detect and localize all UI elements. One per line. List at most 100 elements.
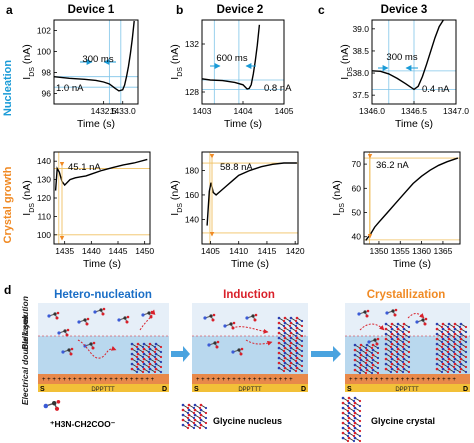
legend-crystal-label: Glycine crystal bbox=[371, 416, 435, 426]
glycine-molecule bbox=[61, 347, 74, 356]
glycine-molecule bbox=[43, 399, 61, 411]
y-axis-label: IDS (nA) bbox=[331, 180, 346, 215]
source-label-1: S bbox=[40, 386, 45, 393]
panel-label-a: a bbox=[6, 3, 13, 17]
device-1-title: Device 1 bbox=[68, 4, 115, 16]
series-line bbox=[365, 157, 459, 241]
x-tick-label: 1346.5 bbox=[401, 106, 427, 116]
y-tick-label: 102 bbox=[37, 26, 51, 36]
y-tick-label: 100 bbox=[37, 47, 51, 57]
glycine-crystal-block bbox=[435, 322, 468, 374]
side-label-edl: Electrical double layer bbox=[20, 314, 30, 405]
trajectory-6 bbox=[407, 313, 425, 319]
glycine-molecule bbox=[367, 337, 380, 346]
stage-arrow-2 bbox=[311, 346, 341, 362]
legend-crystal-icon bbox=[341, 396, 362, 443]
panel-label-d: d bbox=[4, 283, 11, 297]
y-tick-label: 37.5 bbox=[352, 90, 369, 100]
y-tick-label: 130 bbox=[37, 175, 51, 185]
x-axis-label: Time (s) bbox=[83, 258, 121, 270]
trajectory-3 bbox=[231, 326, 269, 334]
stage-induction: Induction bbox=[223, 289, 275, 301]
glycine-molecule bbox=[47, 311, 60, 320]
annotation-label: 0.8 nA bbox=[264, 83, 292, 94]
glycine-crystal-block bbox=[341, 396, 362, 443]
y-tick-label: 39.0 bbox=[352, 24, 369, 34]
y-tick-label: 60 bbox=[352, 183, 362, 193]
x-tick-label: 1346.0 bbox=[359, 106, 385, 116]
trajectory-5 bbox=[359, 323, 385, 331]
x-tick-label: 1365 bbox=[433, 246, 452, 256]
glycine-crystal-block bbox=[384, 322, 411, 374]
glycine-molecule bbox=[203, 313, 216, 322]
legend-nucleus-icon bbox=[181, 403, 208, 430]
chart-device-2-nucleation: 1403 1404 1405 128 132 Time (s) IDS (nA) 600 ms… bbox=[169, 19, 294, 130]
chart-device-2-growth: 1405 1410 1415 1420 140 160 180 Time (s) IDS (nA… bbox=[169, 151, 305, 270]
x-axis-label: Time (s) bbox=[77, 118, 115, 130]
y-tick-label: 70 bbox=[352, 159, 362, 169]
x-axis-label: Time (s) bbox=[224, 118, 262, 130]
plot-frame bbox=[201, 151, 299, 245]
chart-device-1-growth: 1435 1440 1445 1450 100 110 120 130 140 Time (s) I… bbox=[21, 151, 154, 270]
glycine-crystal-block bbox=[353, 343, 380, 375]
glycine-molecule bbox=[357, 309, 370, 318]
annotation-label: 300 ms bbox=[386, 52, 417, 63]
x-tick-label: 1420 bbox=[286, 246, 305, 256]
legend-molecule-icon bbox=[43, 399, 61, 411]
glycine-crystal-block bbox=[130, 342, 163, 374]
schematic: Hetero-nucleation Induction Crystallizat… bbox=[20, 289, 470, 443]
substrate-label-3: DPPTTT bbox=[395, 387, 419, 393]
x-tick-label: 1355 bbox=[391, 246, 410, 256]
glycine-molecules bbox=[47, 307, 428, 356]
glycine-molecule bbox=[223, 321, 236, 330]
chart-device-3-growth: 1350 1355 1360 1365 40 50 60 70 Time (s) IDS (nA)… bbox=[331, 151, 461, 270]
glycine-molecule bbox=[57, 328, 70, 337]
glycine-crystal-block bbox=[181, 403, 208, 430]
legend-nucleus-label: Glycine nucleus bbox=[213, 416, 282, 426]
svg-text:+ + + + + + + + + + + + + + +: + + + + + + + + + + + + + + + + + + + + … bbox=[42, 377, 155, 383]
glycine-molecule bbox=[245, 313, 258, 322]
device-3-title: Device 3 bbox=[381, 4, 428, 16]
annotation-label: 600 ms bbox=[216, 53, 247, 64]
glycine-molecule bbox=[415, 317, 428, 326]
source-label-2: S bbox=[194, 386, 199, 393]
y-axis-label: IDS (nA) bbox=[339, 44, 354, 79]
y-tick-label: 128 bbox=[185, 87, 199, 97]
y-axis-label: IDS (nA) bbox=[21, 180, 36, 215]
x-tick-label: 1440 bbox=[82, 246, 101, 256]
source-label-3: S bbox=[347, 386, 352, 393]
row-label-crystal-growth: Crystal growth bbox=[2, 166, 14, 243]
drain-label-2: D bbox=[301, 386, 306, 393]
x-tick-label: 1403 bbox=[193, 106, 212, 116]
x-axis-label: Time (s) bbox=[395, 118, 433, 130]
x-tick-label: 1347.0 bbox=[443, 106, 469, 116]
annotation-label: 58.8 nA bbox=[220, 162, 253, 173]
y-tick-label: 40 bbox=[352, 232, 362, 242]
substrate-label-1: DPPTTT bbox=[91, 387, 115, 393]
y-tick-label: 120 bbox=[37, 193, 51, 203]
y-tick-label: 160 bbox=[185, 190, 199, 200]
y-tick-label: 180 bbox=[185, 165, 199, 175]
glycine-molecule bbox=[77, 317, 90, 326]
trajectory-4 bbox=[245, 339, 273, 346]
x-axis-label: Time (s) bbox=[393, 258, 431, 270]
x-tick-label: 1435 bbox=[55, 246, 74, 256]
x-tick-label: 1415 bbox=[257, 246, 276, 256]
row-label-nucleation: Nucleation bbox=[2, 60, 14, 117]
x-tick-label: 1405 bbox=[275, 106, 294, 116]
stage-crystallization: Crystallization bbox=[367, 289, 446, 301]
svg-text:+ + + + + + + + + + + + + + +: + + + + + + + + + + + + + + + + + + + bbox=[196, 377, 293, 383]
annotation-label: 45.1 nA bbox=[68, 162, 101, 173]
glycine-molecule bbox=[117, 315, 130, 324]
series-line bbox=[201, 24, 261, 90]
series-line bbox=[371, 19, 444, 91]
x-tick-label: 1432.5 bbox=[91, 106, 117, 116]
x-tick-label: 1360 bbox=[412, 246, 431, 256]
device-2-title: Device 2 bbox=[217, 4, 264, 16]
glycine-molecule bbox=[83, 341, 96, 350]
y-tick-label: 96 bbox=[42, 89, 52, 99]
y-tick-label: 50 bbox=[352, 208, 362, 218]
y-tick-label: 38.0 bbox=[352, 68, 369, 78]
